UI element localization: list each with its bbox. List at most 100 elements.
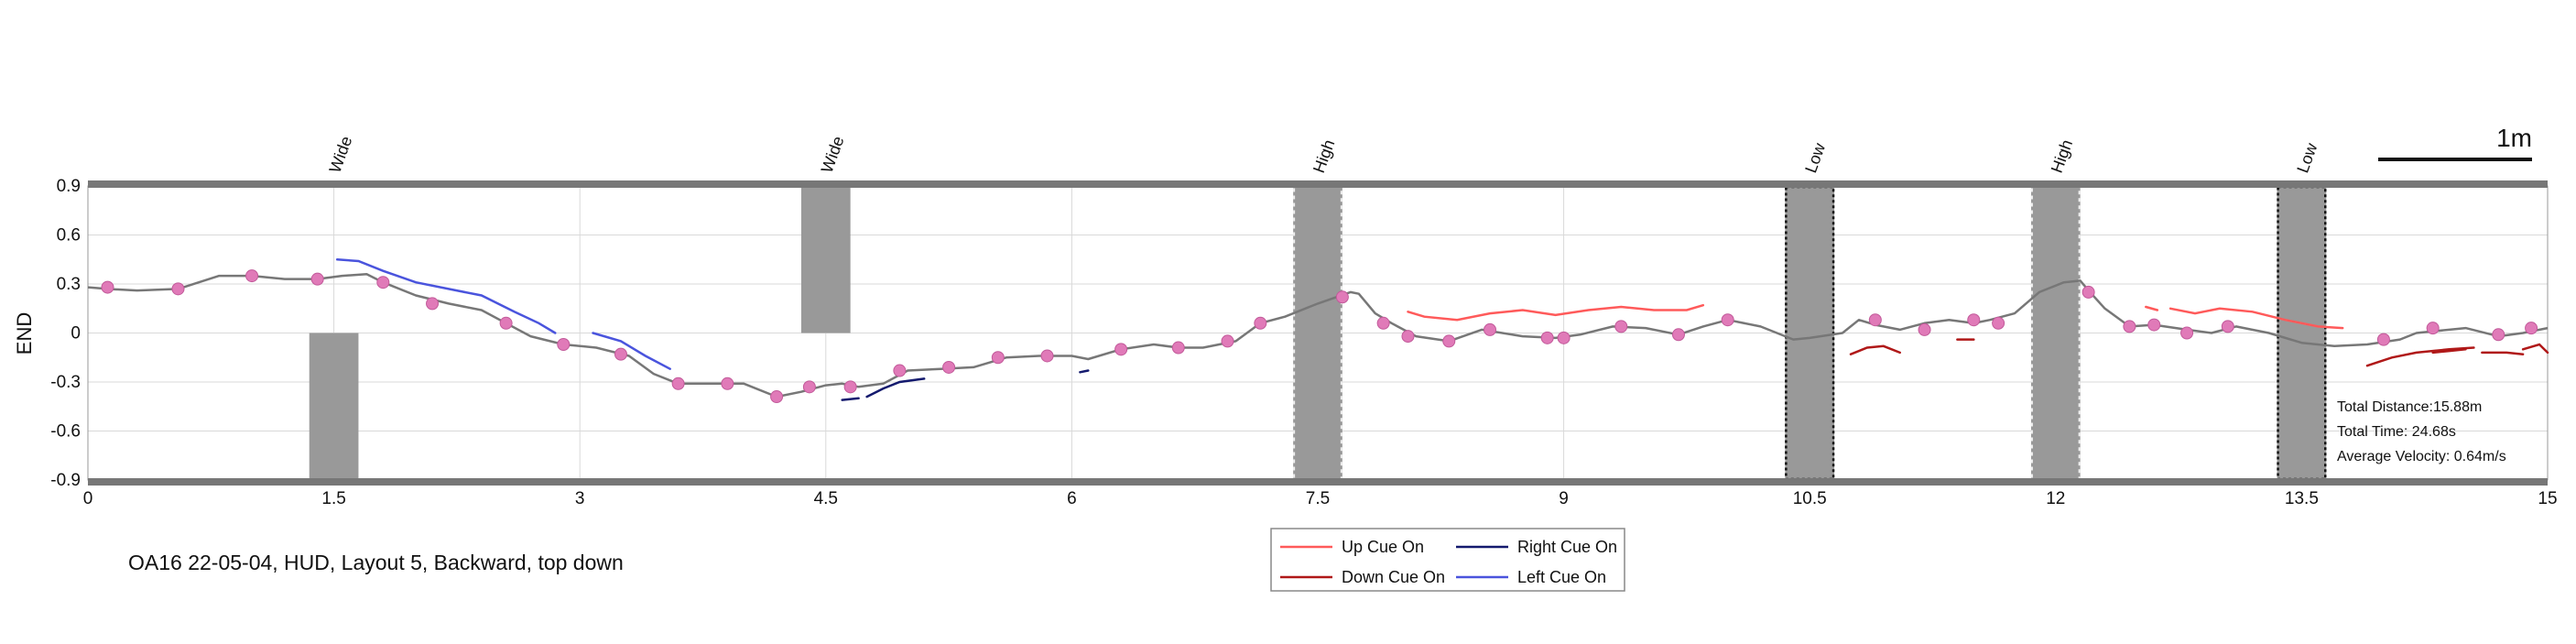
step-marker <box>614 347 627 361</box>
step-marker <box>2147 318 2161 332</box>
step-marker <box>1221 334 1234 348</box>
step-marker <box>770 390 784 404</box>
y-tick-label: 0.3 <box>57 275 81 294</box>
step-marker <box>245 269 259 283</box>
step-marker <box>2180 326 2194 340</box>
total-distance: Total Distance:15.88m <box>2337 399 2482 415</box>
obstacle-labels: Wide Wide High Low High Low <box>326 134 2321 175</box>
step-marker <box>843 380 857 394</box>
total-time: Total Time: 24.68s <box>2337 424 2456 440</box>
step-marker <box>1540 331 1554 344</box>
cue-right-cue-on <box>865 377 926 398</box>
step-marker <box>101 280 114 294</box>
cue-right-cue-on <box>1079 369 1090 374</box>
x-tick-label: 12 <box>2046 489 2065 508</box>
step-marker <box>671 377 685 390</box>
cue-left-cue-on <box>335 258 557 334</box>
step-marker <box>171 282 185 296</box>
cue-right-cue-on <box>841 397 860 401</box>
x-tick-label: 10.5 <box>1793 489 1827 508</box>
step-markers <box>101 269 2538 404</box>
step-marker <box>2525 322 2538 335</box>
step-marker <box>2081 285 2095 299</box>
y-tick-label: -0.3 <box>50 373 81 392</box>
step-marker <box>310 272 324 286</box>
step-marker <box>1171 341 1185 355</box>
cue-down-cue-on <box>2431 348 2467 355</box>
walking-path <box>87 273 2549 398</box>
step-marker <box>942 360 956 374</box>
step-marker <box>557 337 571 351</box>
step-marker <box>802 380 816 394</box>
step-marker <box>1992 316 2005 330</box>
step-marker <box>1040 349 1054 363</box>
obstacle-high <box>1293 186 1342 480</box>
step-marker <box>1484 322 1497 336</box>
step-marker <box>1868 313 1882 327</box>
x-tick-label: 3 <box>575 489 585 508</box>
y-tick-label: 0 <box>71 324 81 344</box>
x-tick-label: 15 <box>2538 489 2557 508</box>
step-marker <box>1721 313 1734 327</box>
step-marker <box>1614 320 1628 333</box>
cue-up-cue-on <box>2168 307 2344 330</box>
step-marker <box>2123 320 2136 333</box>
obstacle-label: High <box>2048 137 2076 176</box>
legend-label-left: Left Cue On <box>1517 568 1606 586</box>
legend-box <box>1270 528 1625 592</box>
y-tick-label: -0.9 <box>50 471 81 490</box>
step-marker <box>1671 328 1685 342</box>
step-marker <box>1376 316 1390 330</box>
path-line <box>87 273 2549 398</box>
x-tick-label: 0 <box>83 489 93 508</box>
obstacle-wide <box>800 186 851 333</box>
x-tick-label: 9 <box>1559 489 1569 508</box>
y-tick-label: -0.6 <box>50 422 81 442</box>
scale-bar-label: 1m <box>2496 124 2532 152</box>
obstacle-label: High <box>1310 137 1338 176</box>
step-marker <box>721 377 734 390</box>
cue-down-cue-on <box>2481 351 2525 355</box>
y-tick-label: 0.6 <box>57 226 81 246</box>
cue-lines <box>335 258 2549 401</box>
step-marker <box>893 364 907 377</box>
step-marker <box>1114 343 1128 356</box>
y-axis-label: END <box>13 312 36 355</box>
cue-up-cue-on <box>2145 305 2159 311</box>
step-marker <box>2376 333 2390 346</box>
cue-down-cue-on <box>1849 344 1901 355</box>
legend-label-right: Right Cue On <box>1517 538 1617 556</box>
step-marker <box>2221 320 2234 333</box>
step-marker <box>2492 328 2505 342</box>
cue-up-cue-on <box>1407 303 1705 322</box>
step-marker <box>1335 290 1349 304</box>
obstacle-label: Low <box>1801 140 1829 176</box>
obstacle-label: Wide <box>326 134 356 175</box>
step-marker <box>2426 322 2440 335</box>
obstacle-wide <box>309 333 359 480</box>
step-marker <box>1254 316 1267 330</box>
obstacle-label: Low <box>2293 140 2321 176</box>
step-marker <box>1442 334 1456 348</box>
x-tick-label: 1.5 <box>321 489 345 508</box>
legend: Up Cue On Right Cue On Down Cue On Left … <box>1270 528 1625 592</box>
figure-caption: OA16 22-05-04, HUD, Layout 5, Backward, … <box>128 551 624 574</box>
x-tick-label: 7.5 <box>1306 489 1330 508</box>
obstacle-low <box>2277 186 2327 480</box>
cue-left-cue-on <box>592 332 671 370</box>
obstacle-high <box>2030 186 2081 480</box>
step-marker <box>376 276 390 289</box>
x-tick-label: 13.5 <box>2285 489 2319 508</box>
obstacle-label: Wide <box>818 134 848 175</box>
axis-ticks: 0 1.5 3 4.5 6 7.5 9 10.5 12 13.5 15 0.9 0.6 0.3 0 -0.3 -… <box>50 177 2557 508</box>
average-velocity: Average Velocity: 0.64m/s <box>2337 449 2506 464</box>
x-tick-label: 4.5 <box>814 489 838 508</box>
obstacle-low <box>1785 186 1835 480</box>
cue-down-cue-on <box>2365 346 2475 367</box>
cue-down-cue-on <box>2521 343 2549 355</box>
legend-label-down: Down Cue On <box>1342 568 1445 586</box>
legend-label-up: Up Cue On <box>1342 538 1424 556</box>
step-marker <box>1918 322 1931 336</box>
step-marker <box>499 316 513 330</box>
